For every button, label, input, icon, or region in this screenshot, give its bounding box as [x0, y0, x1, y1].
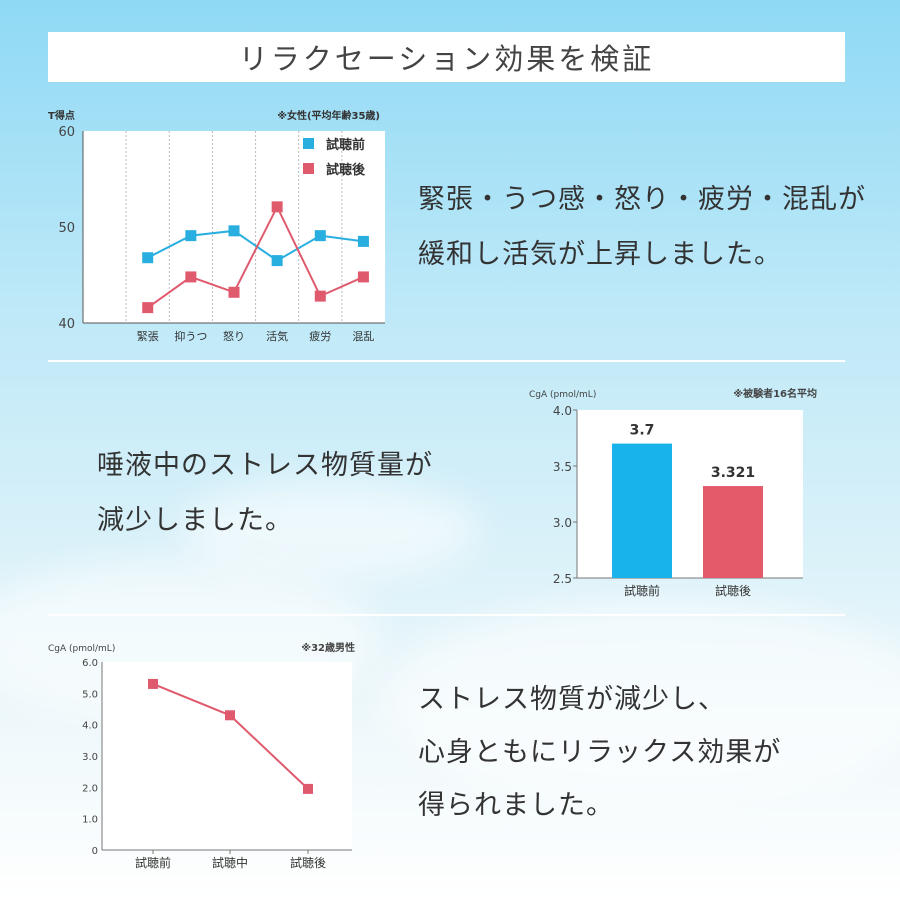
text-line: 減少しました。	[97, 505, 293, 536]
data-point	[271, 201, 283, 213]
x-tick-label: 緊張	[137, 330, 159, 343]
x-tick-label: 抑うつ	[174, 329, 207, 343]
x-tick-label: 怒り	[223, 329, 245, 343]
x-tick-label: 試聴中	[212, 855, 248, 870]
text-line: 唾液中のストレス物質量が	[97, 450, 433, 481]
bar-1	[703, 486, 763, 578]
y-tick-label: 4.0	[553, 404, 572, 418]
y-tick-label: 5.0	[82, 689, 98, 700]
x-tick-label: 活気	[266, 329, 288, 343]
x-tick-label: 試聴前	[135, 855, 171, 870]
legend-label: 試聴前	[326, 137, 365, 153]
data-label: 3.321	[711, 465, 755, 481]
cloud	[380, 600, 900, 800]
divider	[48, 614, 845, 616]
x-tick-label: 疲労	[309, 329, 331, 343]
page-title: リラクセーション効果を検証	[48, 32, 845, 82]
y-tick-label: 40	[58, 317, 75, 332]
text-line: ストレス物質が減少し、	[418, 684, 726, 715]
data-point	[225, 710, 235, 721]
data-point	[303, 783, 313, 794]
chart-note: ※女性(平均年齢35歳)	[277, 109, 380, 122]
data-point	[314, 230, 326, 242]
y-axis-label: CgA (pmol/mL)	[48, 644, 115, 654]
section1-text: 緊張・うつ感・怒り・疲労・混乱が 緩和し活気が上昇しました。	[418, 172, 866, 282]
y-tick-label: 3.5	[553, 460, 572, 474]
chart-note: ※32歳男性	[301, 641, 355, 654]
data-point	[142, 302, 154, 314]
x-tick-label: 試聴後	[290, 855, 326, 870]
text-line: 緩和し活気が上昇しました。	[418, 239, 782, 270]
text-line: 緊張・うつ感・怒り・疲労・混乱が	[418, 184, 866, 215]
data-point	[314, 290, 326, 302]
data-point	[185, 271, 197, 283]
y-tick-label: 2.0	[82, 783, 98, 794]
text-line: 心身ともにリラックス効果が	[418, 737, 782, 768]
data-point	[271, 255, 283, 267]
y-tick-label: 0	[92, 846, 98, 857]
data-label: 3.7	[630, 423, 655, 439]
y-tick-label: 50	[58, 221, 75, 236]
section2-text: 唾液中のストレス物質量が 減少しました。	[97, 438, 433, 548]
divider	[48, 360, 845, 362]
series-line-0	[147, 229, 364, 262]
text-line: 得られました。	[418, 790, 614, 821]
data-point	[357, 271, 369, 283]
data-point	[185, 230, 197, 242]
y-axis-label: CgA (pmol/mL)	[529, 390, 596, 400]
data-point	[357, 235, 369, 247]
chart-note: ※被験者16名平均	[733, 387, 817, 400]
data-point	[142, 252, 154, 264]
series-line-1	[147, 204, 364, 309]
legend-marker	[303, 163, 314, 174]
data-point	[228, 225, 240, 237]
legend-label: 試聴後	[326, 162, 366, 178]
data-point	[148, 678, 158, 689]
legend-marker	[303, 138, 314, 149]
cloud	[180, 480, 480, 580]
x-tick-label: 混乱	[352, 330, 374, 343]
bar-0	[612, 443, 672, 578]
y-tick-label: 4.0	[82, 721, 98, 732]
section3-text: ストレス物質が減少し、 心身ともにリラックス効果が 得られました。	[418, 673, 781, 832]
y-axis-label: T得点	[48, 109, 75, 122]
y-tick-label: 3.0	[82, 752, 98, 763]
plot-area	[102, 662, 352, 850]
x-tick-label: 試聴前	[624, 583, 660, 598]
x-tick-label: 試聴後	[715, 583, 751, 598]
y-tick-label: 2.5	[553, 572, 572, 586]
y-tick-label: 3.0	[553, 516, 572, 530]
y-tick-label: 1.0	[82, 815, 98, 826]
y-tick-label: 6.0	[82, 658, 98, 669]
y-tick-label: 60	[58, 125, 75, 140]
data-point	[228, 286, 240, 298]
plot-area	[577, 410, 803, 578]
